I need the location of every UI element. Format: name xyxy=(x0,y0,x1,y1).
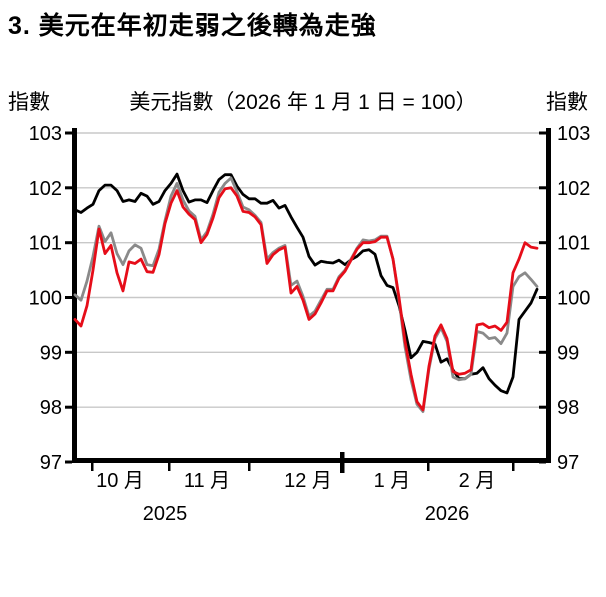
y-tick-left-101 xyxy=(65,241,72,245)
y-tick-right-97 xyxy=(539,460,546,464)
y-axis-label-right-102: 102 xyxy=(557,178,590,200)
y-tick-left-100 xyxy=(65,296,72,299)
y-tick-left-97 xyxy=(65,460,72,464)
y-tick-left-99 xyxy=(65,350,72,354)
x-axis-year-label-2025: 2025 xyxy=(143,503,188,525)
x-axis-line xyxy=(72,458,551,463)
y-axis-label-left-101: 101 xyxy=(29,233,62,255)
y-tick-right-102 xyxy=(539,186,546,190)
x-axis-year-label-2026: 2026 xyxy=(425,503,470,525)
y-axis-label-left-97: 97 xyxy=(40,452,62,474)
y-tick-right-100 xyxy=(539,296,546,299)
chart-subtitle: 美元指數（2026 年 1 月 1 日 = 100） xyxy=(129,91,477,114)
y-tick-right-103 xyxy=(539,131,546,135)
y-axis-label-left-99: 99 xyxy=(40,342,62,364)
chart-legend: 美元指數 新興市場指數 發達市場指數 xyxy=(0,538,606,596)
developed-market-index-line xyxy=(73,176,539,414)
y-axis-title-left: 指數 xyxy=(8,91,50,114)
x-axis-month-label-5: 2 月 xyxy=(459,470,496,492)
y-axis-label-right-99: 99 xyxy=(557,342,579,364)
emerging-market-index-line xyxy=(73,172,539,395)
x-axis-month-label-1: 10 月 xyxy=(96,470,144,492)
y-tick-right-101 xyxy=(539,241,546,245)
x-tick-0 xyxy=(91,463,94,471)
x-tick-1 xyxy=(168,463,171,471)
y-axis-label-right-98: 98 xyxy=(557,397,579,419)
y-tick-right-99 xyxy=(539,350,546,354)
x-axis-month-label-3: 12 月 xyxy=(284,470,332,492)
year-boundary-tick xyxy=(340,452,345,473)
y-axis-title-right: 指數 xyxy=(546,91,588,114)
y-axis-label-right-97: 97 xyxy=(557,452,579,474)
y-axis-label-right-100: 100 xyxy=(557,288,590,310)
x-tick-4 xyxy=(512,463,515,471)
chart-title: 3. 美元在年初走弱之後轉為走強 xyxy=(8,12,377,40)
x-tick-3 xyxy=(427,463,430,471)
y-tick-left-102 xyxy=(65,186,72,190)
usd-index-line xyxy=(73,186,539,412)
y-axis-label-left-102: 102 xyxy=(29,178,62,200)
x-axis-month-label-2: 11 月 xyxy=(184,470,230,492)
y-tick-right-98 xyxy=(539,405,546,409)
y-axis-label-right-101: 101 xyxy=(557,233,590,255)
y-tick-left-98 xyxy=(65,405,72,409)
x-axis-month-label-4: 1 月 xyxy=(374,470,411,492)
y-tick-left-103 xyxy=(65,131,72,135)
y-axis-line-right xyxy=(546,128,551,463)
y-axis-label-right-103: 103 xyxy=(557,123,590,145)
y-axis-label-left-98: 98 xyxy=(40,397,62,419)
y-axis-label-left-103: 103 xyxy=(29,123,62,145)
x-tick-2 xyxy=(248,463,251,471)
y-axis-label-left-100: 100 xyxy=(29,288,62,310)
